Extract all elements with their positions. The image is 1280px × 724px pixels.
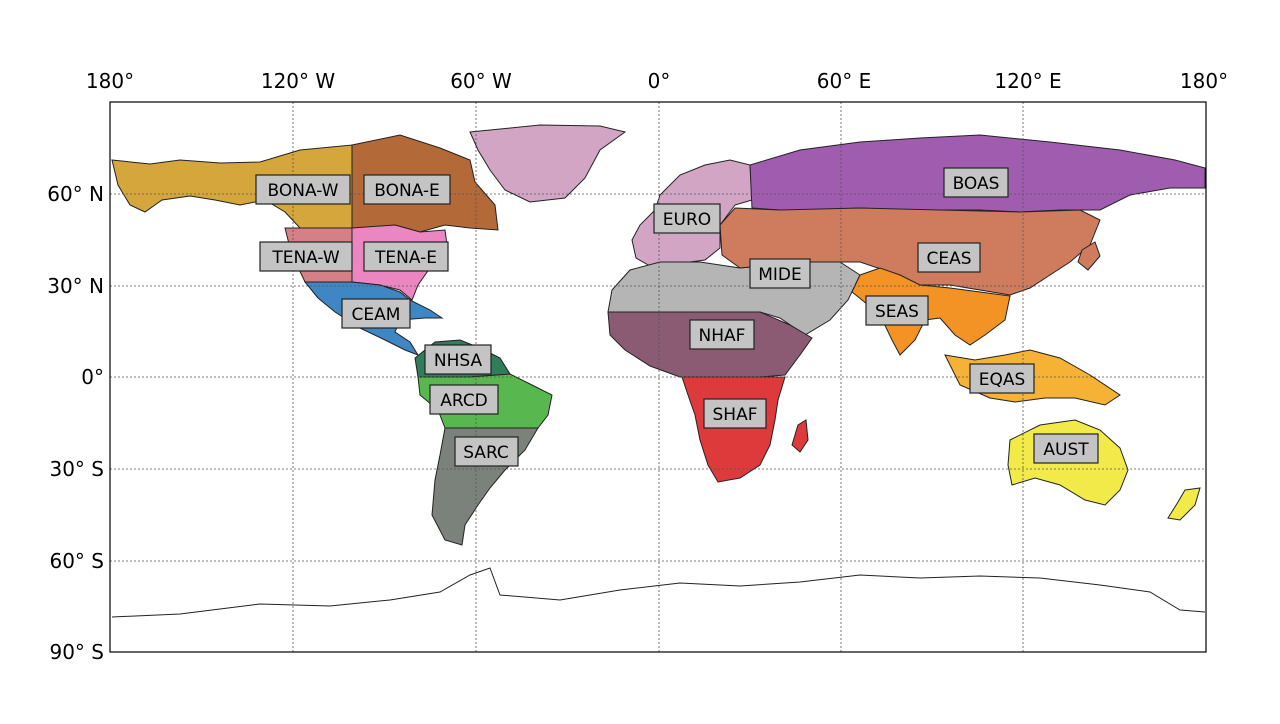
region-label-box [363, 241, 449, 272]
region-label-arcd: ARCD [429, 384, 499, 415]
region-label-ceas: CEAS [917, 242, 981, 273]
region-label-text: EQAS [979, 370, 1026, 390]
top-tick-label: 60° E [817, 69, 871, 93]
top-tick-label: 60° W [450, 69, 512, 93]
region-label-eqas: EQAS [969, 363, 1035, 394]
region-label-box [943, 167, 1009, 198]
region-label-text: CEAM [352, 305, 401, 325]
region-label-box [259, 241, 353, 272]
region-label-text: SHAF [713, 405, 758, 425]
region-label-text: BONA-E [374, 181, 440, 201]
top-tick-label: 0° [648, 69, 671, 93]
region-label-sarc: SARC [454, 436, 519, 467]
region-shape-shaf [681, 376, 786, 483]
top-tick-label: 180° [1180, 69, 1228, 93]
region-label-shaf: SHAF [703, 398, 767, 429]
left-tick-label: 60° S [49, 549, 104, 573]
left-tick-label: 90° S [49, 640, 104, 664]
top-tick-label: 120° W [261, 69, 336, 93]
region-label-text: SARC [463, 443, 509, 463]
region-label-box [429, 384, 499, 415]
region-label-box [454, 436, 519, 467]
region-label-text: TENA-W [271, 248, 340, 268]
region-label-text: NHAF [699, 326, 746, 346]
top-tick-labels: 180° 120° W 60° W 0° 60° E 120° E 180° [86, 69, 1228, 93]
region-label-aust: AUST [1033, 433, 1099, 464]
region-label-nhaf: NHAF [689, 319, 755, 350]
region-label-text: TENA-E [374, 248, 437, 268]
region-label-box [865, 295, 929, 326]
map-frame [109, 101, 1207, 653]
region-label-text: BONA-W [268, 181, 339, 201]
region-label-ceam: CEAM [341, 298, 411, 329]
left-tick-label: 60° N [47, 182, 104, 206]
region-shape-greenland [469, 124, 627, 203]
region-label-text: CEAS [926, 249, 971, 269]
region-label-text: BOAS [953, 174, 1000, 194]
region-shape-new-zealand [1167, 487, 1201, 521]
region-shape-bona-w [111, 144, 353, 229]
left-tick-label: 0° [81, 365, 104, 389]
region-label-text: SEAS [875, 302, 919, 322]
region-label-box [255, 174, 351, 205]
region-label-text: ARCD [440, 391, 488, 411]
left-tick-labels: 60° N 30° N 0° 30° S 60° S 90° S [47, 182, 104, 664]
region-label-box [749, 258, 811, 289]
region-label-tena-w: TENA-W [259, 241, 353, 272]
top-tick-label: 120° E [994, 69, 1061, 93]
top-tick-label: 180° [86, 69, 134, 93]
region-label-seas: SEAS [865, 295, 929, 326]
region-shape-madagascar [791, 419, 809, 453]
region-label-box [969, 363, 1035, 394]
region-label-text: NHSA [434, 351, 483, 371]
region-label-euro: EURO [653, 203, 721, 234]
region-label-text: AUST [1043, 440, 1089, 460]
region-label-mide: MIDE [749, 258, 811, 289]
left-tick-label: 30° S [49, 457, 104, 481]
antarctica-coastline [111, 567, 1206, 618]
region-label-box [689, 319, 755, 350]
region-label-bona-w: BONA-W [255, 174, 351, 205]
region-label-box [917, 242, 981, 273]
region-label-box [341, 298, 411, 329]
region-labels: BONA-W BONA-E TENA-W TENA-E CEAM NHSA AR… [255, 167, 1099, 467]
region-label-box [653, 203, 721, 234]
region-label-text: EURO [663, 210, 711, 230]
left-tick-label: 30° N [47, 274, 104, 298]
region-label-box [1033, 433, 1099, 464]
region-label-boas: BOAS [943, 167, 1009, 198]
region-label-tena-e: TENA-E [363, 241, 449, 272]
region-label-text: MIDE [758, 265, 802, 285]
region-label-box [363, 174, 451, 205]
region-label-box [703, 398, 767, 429]
region-label-bona-e: BONA-E [363, 174, 451, 205]
region-shape-japan [1077, 241, 1101, 271]
region-label-nhsa: NHSA [424, 344, 492, 375]
region-label-box [424, 344, 492, 375]
